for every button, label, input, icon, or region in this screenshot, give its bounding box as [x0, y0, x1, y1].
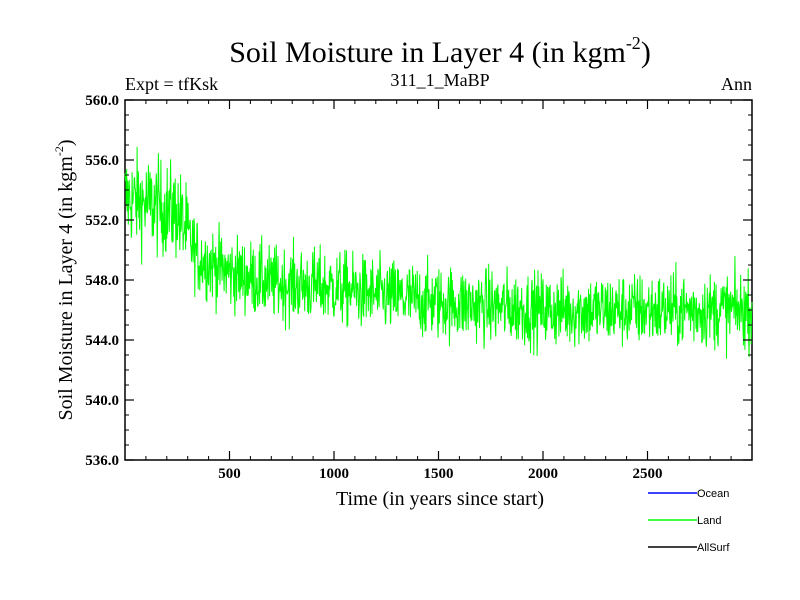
legend-item-ocean: Ocean — [648, 488, 729, 500]
x-axis-ticks: 500 1000 1500 2000 2500 — [145, 100, 732, 482]
run-label: 311_1_MaBP — [390, 70, 489, 90]
legend-label-land: Land — [697, 515, 721, 527]
legend-item-land: Land — [648, 515, 721, 527]
y-tick-label: 556.0 — [85, 153, 119, 169]
expt-label: Expt = tfKsk — [125, 74, 218, 94]
series-land-line — [124, 146, 753, 359]
y-axis-label-superscript: -2 — [52, 146, 66, 156]
x-tick-label: 2000 — [528, 466, 558, 482]
chart-title-close: ) — [641, 36, 651, 69]
y-tick-label: 548.0 — [85, 273, 119, 289]
legend: Ocean Land AllSurf — [648, 488, 730, 554]
y-tick-label: 552.0 — [85, 213, 119, 229]
legend-label-ocean: Ocean — [697, 488, 729, 500]
land-line — [124, 146, 753, 359]
plot-area: 500 1000 1500 2000 2500 536.0 540.0 544.0 548.0… — [85, 93, 753, 482]
legend-item-allsurf: AllSurf — [648, 542, 730, 554]
legend-label-allsurf: AllSurf — [697, 542, 730, 554]
x-tick-label: 1500 — [424, 466, 454, 482]
chart-title-superscript: -2 — [626, 33, 641, 53]
x-tick-label: 500 — [218, 466, 241, 482]
y-tick-label: 560.0 — [85, 93, 119, 109]
x-tick-label: 1000 — [319, 466, 349, 482]
y-tick-label: 536.0 — [85, 453, 119, 469]
x-tick-label: 2500 — [633, 466, 663, 482]
y-axis-label-close: ) — [55, 139, 77, 146]
x-axis-label: Time (in years since start) — [336, 488, 544, 510]
y-axis-label: Soil Moisture in Layer 4 (in kgm-2) — [52, 139, 77, 420]
period-label: Ann — [721, 74, 752, 94]
y-tick-label: 544.0 — [85, 333, 119, 349]
y-axis-ticks: 536.0 540.0 544.0 548.0 552.0 556.0 560.0 — [85, 93, 752, 469]
chart-title: Soil Moisture in Layer 4 (in kgm-2) — [229, 33, 651, 69]
y-tick-label: 540.0 — [85, 393, 119, 409]
